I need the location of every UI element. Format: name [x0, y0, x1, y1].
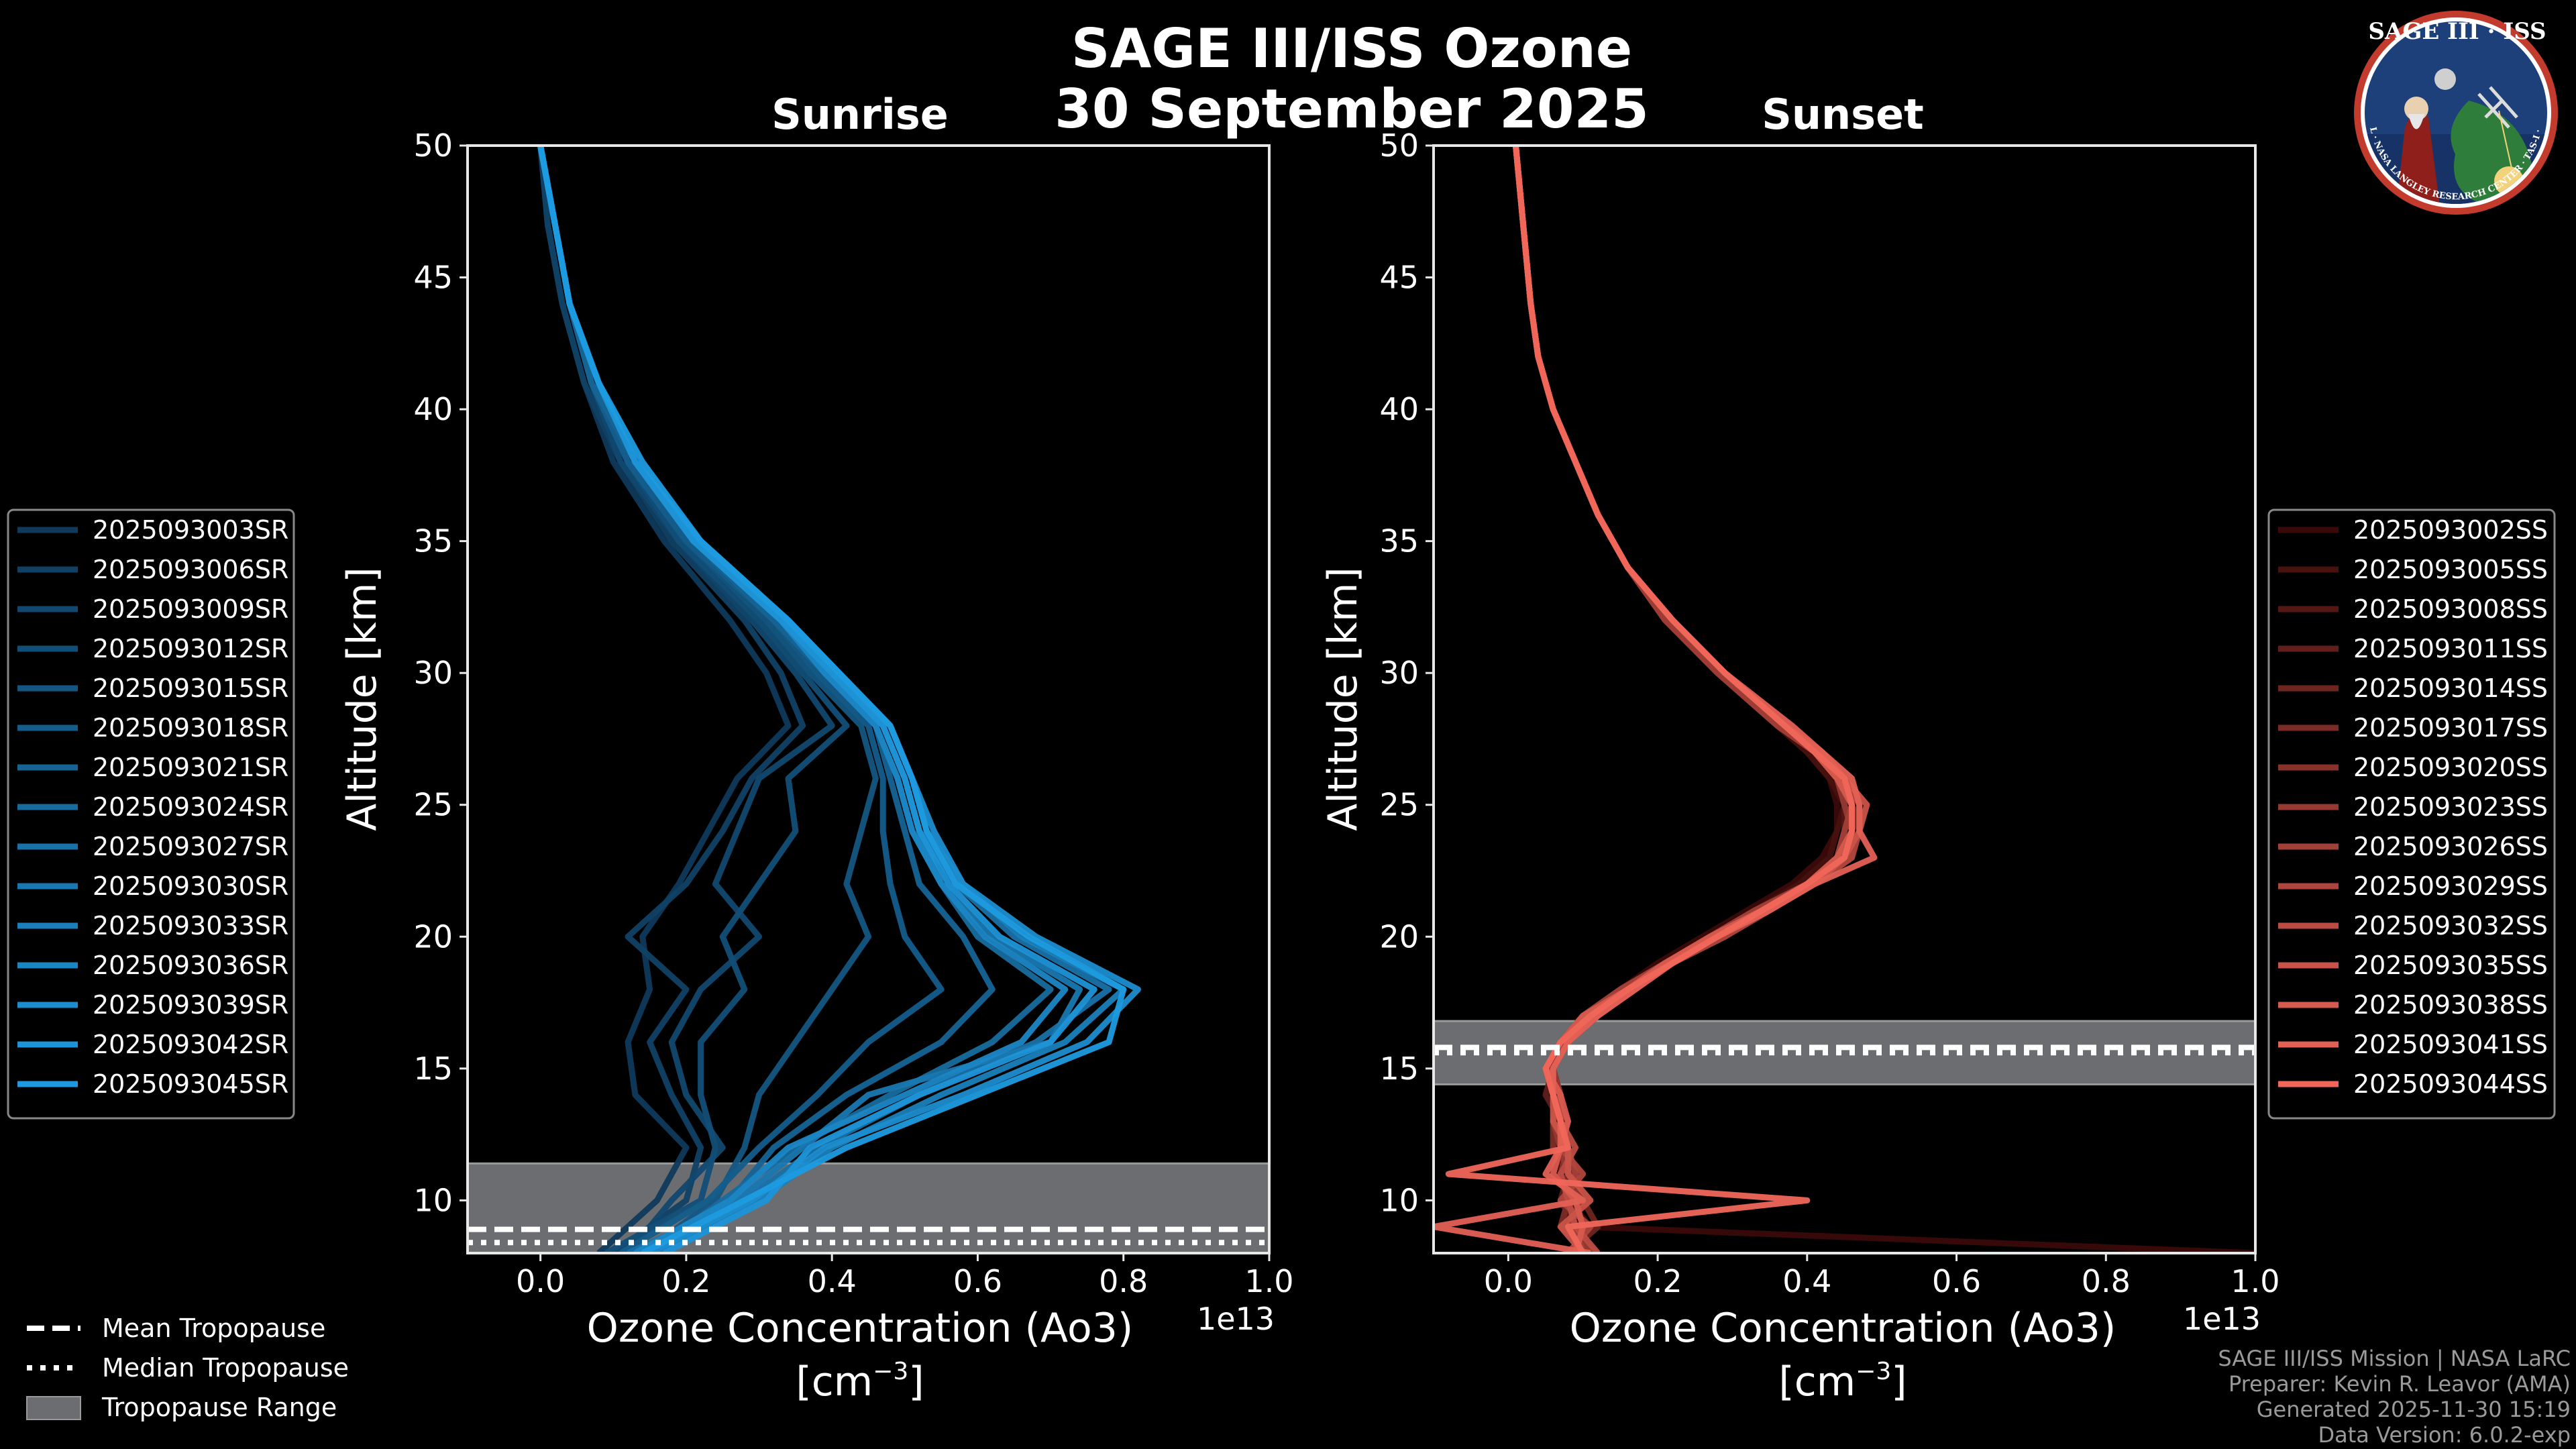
sunrise-ytick-label: 35 — [413, 523, 453, 559]
sunrise-tropopause-range — [468, 1162, 1269, 1253]
sunset-panel-title: Sunset — [1762, 90, 1924, 139]
figure-title-line2: 30 September 2025 — [1055, 78, 1649, 140]
sunrise-legend-label: 2025093027SR — [93, 832, 288, 861]
sunset-legend-label: 2025093032SS — [2353, 911, 2548, 941]
sunset-legend-label: 2025093002SS — [2353, 515, 2548, 545]
sunrise-legend-label: 2025093012SR — [93, 634, 288, 663]
sunrise-panel-title: Sunrise — [771, 90, 949, 139]
sunrise-legend-label: 2025093009SR — [93, 594, 288, 624]
sunrise-panel: Sunrise 0.0 0.2 0.4 0.6 0.8 1.0 10 15 20 25 30 35 40… — [7, 90, 1294, 1405]
sunrise-legend-frame — [7, 508, 295, 1120]
sunrise-ytick-label: 25 — [413, 787, 453, 823]
sunrise-ytick-label: 45 — [413, 260, 453, 296]
sunset-legend-label: 2025093005SS — [2353, 555, 2548, 584]
credit-generated: Generated 2025-11-30 15:19 — [2257, 1397, 2571, 1422]
credit-mission: SAGE III/ISS Mission | NASA LaRC — [2218, 1346, 2571, 1371]
sunrise-legend-label: 2025093045SR — [93, 1069, 288, 1099]
sunrise-legend: 2025093003SR 2025093006SR 2025093009SR 2025… — [7, 508, 295, 1120]
sunset-ytick-label: 25 — [1379, 787, 1419, 823]
sunset-xtick-label: 0.2 — [1633, 1263, 1682, 1299]
credit-data-version: Data Version: 6.0.2-exp — [2318, 1422, 2571, 1448]
sunset-ytick-label: 35 — [1379, 523, 1419, 559]
sunrise-legend-label: 2025093015SR — [93, 674, 288, 703]
sunset-xtick-label: 1.0 — [2231, 1263, 2279, 1299]
sunrise-series-2025093045SR — [537, 146, 1127, 1253]
sunset-ytick-label: 40 — [1379, 391, 1419, 427]
sunset-legend-label: 2025093035SS — [2353, 951, 2548, 980]
tropopause-legend: Mean Tropopause Median Tropopause Tropop… — [26, 1313, 349, 1422]
sunrise-ytick-label: 15 — [413, 1051, 453, 1087]
sunrise-legend-label: 2025093033SR — [93, 911, 288, 941]
moon-icon — [2434, 68, 2456, 90]
sunrise-xtick-label: 1.0 — [1244, 1263, 1293, 1299]
sunrise-legend-label: 2025093042SR — [93, 1030, 288, 1059]
sunrise-legend-label: 2025093021SR — [93, 753, 288, 782]
sunrise-xtick-label: 0.2 — [661, 1263, 710, 1299]
sunrise-xtick-label: 0.4 — [808, 1263, 857, 1299]
sunrise-legend-label: 2025093018SR — [93, 713, 288, 743]
sunset-xtick-label: 0.6 — [1932, 1263, 1981, 1299]
sunset-legend-label: 2025093008SS — [2353, 594, 2548, 624]
median-tropopause-label: Median Tropopause — [102, 1353, 349, 1383]
sunrise-legend-label: 2025093039SR — [93, 990, 288, 1020]
sunset-legend-label: 2025093029SS — [2353, 871, 2548, 901]
sunset-legend-label: 2025093026SS — [2353, 832, 2548, 861]
sunrise-ylabel: Altitude [km] — [339, 567, 386, 831]
sunset-legend-label: 2025093017SS — [2353, 713, 2548, 743]
sunrise-ytick-label: 30 — [413, 655, 453, 691]
sunrise-ytick-label: 50 — [413, 127, 453, 164]
sunset-ytick-label: 15 — [1379, 1051, 1419, 1087]
sunset-legend-label: 2025093041SS — [2353, 1030, 2548, 1059]
sunrise-legend-label: 2025093003SR — [93, 515, 288, 545]
sunrise-xunit: [cm−3] — [796, 1358, 924, 1405]
sunset-xtick-label: 0.0 — [1484, 1263, 1533, 1299]
sunset-plot-frame — [1432, 144, 2257, 1254]
sunrise-legend-label: 2025093024SR — [93, 792, 288, 822]
sunrise-offset-label: 1e13 — [1197, 1301, 1275, 1337]
sunset-ytick-label: 45 — [1379, 260, 1419, 296]
credits: SAGE III/ISS Mission | NASA LaRC Prepare… — [2218, 1346, 2571, 1448]
sunset-legend-label: 2025093023SS — [2353, 792, 2548, 822]
sunset-legend-label: 2025093020SS — [2353, 753, 2548, 782]
sunset-legend-label: 2025093014SS — [2353, 674, 2548, 703]
sunset-legend: 2025093002SS 2025093005SS 2025093008SS 2025… — [2267, 508, 2556, 1120]
figure-title-line1: SAGE III/ISS Ozone — [1071, 17, 1632, 80]
sunrise-series-2025093006SR — [537, 146, 806, 1253]
sunrise-xtick-label: 0.8 — [1099, 1263, 1148, 1299]
sunset-ytick-label: 50 — [1379, 127, 1419, 164]
sunset-ylabel: Altitude [km] — [1320, 567, 1366, 831]
space-station-icon — [2477, 86, 2518, 129]
sunrise-ytick-label: 20 — [413, 918, 453, 955]
sunrise-xtick-label: 0.0 — [516, 1263, 565, 1299]
sunrise-legend-label: 2025093036SR — [93, 951, 288, 980]
sunset-offset-label: 1e13 — [2183, 1301, 2261, 1337]
sunrise-ytick-label: 40 — [413, 391, 453, 427]
sunrise-legend-label: 2025093030SR — [93, 871, 288, 901]
sunset-ytick-label: 20 — [1379, 918, 1419, 955]
sunrise-xtick-label: 0.6 — [953, 1263, 1002, 1299]
mean-tropopause-label: Mean Tropopause — [102, 1313, 325, 1343]
sunset-xlabel: Ozone Concentration (Ao3) — [1570, 1305, 2116, 1352]
sunset-xtick-label: 0.4 — [1782, 1263, 1831, 1299]
tropopause-range-label: Tropopause Range — [101, 1393, 337, 1422]
sunrise-xlabel: Ozone Concentration (Ao3) — [587, 1305, 1134, 1352]
tropopause-range-swatch — [26, 1396, 81, 1420]
sunset-ytick-label: 30 — [1379, 655, 1419, 691]
sunset-ytick-label: 10 — [1379, 1182, 1419, 1218]
sunset-legend-label: 2025093044SS — [2353, 1069, 2548, 1099]
sunrise-ytick-label: 10 — [413, 1182, 453, 1218]
sunset-panel: Sunset 0.0 0.2 0.4 0.6 0.8 1.0 10 15 20 25 30 35 40 4… — [1320, 90, 2556, 1405]
logo-title: SAGE III · ISS — [2368, 18, 2546, 45]
sunrise-legend-label: 2025093006SR — [93, 555, 288, 584]
sunset-legend-frame — [2267, 508, 2556, 1120]
credit-preparer: Preparer: Kevin R. Leavor (AMA) — [2229, 1371, 2571, 1397]
sunrise-plot-frame — [466, 144, 1271, 1254]
sunset-series-2025093044SS — [1445, 146, 1856, 1253]
sunset-xtick-label: 0.8 — [2082, 1263, 2131, 1299]
sunset-legend-label: 2025093011SS — [2353, 634, 2548, 663]
sunset-legend-label: 2025093038SS — [2353, 990, 2548, 1020]
sunrise-series-2025093021SR — [537, 146, 996, 1253]
